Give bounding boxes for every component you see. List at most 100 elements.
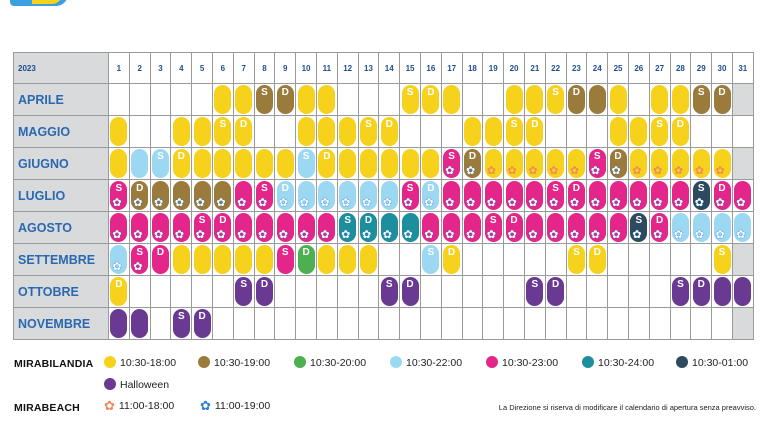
day-cell: [607, 83, 629, 116]
day-cell: [149, 307, 172, 340]
opening-hours-marker: ✿: [443, 181, 461, 210]
flower-blue-icon: ✿: [257, 229, 268, 241]
day-cell: [669, 307, 692, 340]
opening-hours-marker: [671, 85, 689, 114]
day-letter: D: [676, 119, 685, 130]
day-cell: ✿: [461, 179, 484, 212]
flower-blue-icon: ✿: [195, 197, 205, 209]
flower-blue-icon: ✿: [445, 197, 455, 209]
day-cell: ✿: [108, 211, 130, 244]
opening-hours-marker: ✿: [692, 149, 710, 178]
day-cell: [357, 83, 380, 116]
opening-hours-marker: D: [318, 149, 336, 178]
opening-hours-marker: S: [359, 117, 377, 146]
day-cell: S: [648, 115, 671, 148]
flower-blue-icon: ✿: [153, 197, 164, 209]
flower-blue-icon: ✿: [673, 197, 684, 209]
month-label: SETTEMBRE: [13, 243, 109, 276]
legend-swatch: [390, 356, 402, 368]
day-cell: [586, 115, 609, 148]
day-letter: S: [136, 247, 144, 258]
day-number: 17: [440, 52, 463, 84]
day-cell: [274, 147, 297, 180]
day-number: 26: [627, 52, 650, 84]
opening-hours-marker: [380, 149, 398, 178]
day-cell: S: [274, 243, 297, 276]
day-cell: [503, 275, 525, 308]
opening-hours-marker: D ✿: [505, 213, 523, 242]
opening-hours-marker: ✿: [255, 213, 273, 242]
flower-blue-icon: ✿: [216, 229, 226, 241]
opening-hours-marker: S ✿: [692, 181, 710, 210]
day-letter: S: [510, 119, 518, 130]
day-cell: [108, 147, 130, 180]
legend-title-mirabeach: MIRABEACH: [14, 402, 80, 414]
day-cell: [232, 83, 255, 116]
flower-blue-icon: ✿: [424, 197, 434, 209]
day-cell: [731, 115, 754, 148]
opening-hours-marker: ✿: [235, 181, 253, 210]
flower-blue-icon: ✿: [278, 197, 288, 209]
flower-blue-icon: ✿: [174, 197, 184, 209]
legend-item: Halloween: [104, 378, 169, 391]
day-cell: ✿: [503, 179, 525, 212]
opening-hours-marker: ✿: [713, 213, 731, 242]
day-cell: [128, 147, 151, 180]
opening-hours-marker: ✿: [567, 149, 585, 178]
opening-hours-marker: S: [380, 277, 398, 306]
opening-hours-marker: [297, 85, 315, 114]
day-letter: S: [261, 87, 268, 98]
day-cell: [544, 243, 567, 276]
flower-blue-icon: ✿: [528, 229, 538, 241]
day-letter: S: [552, 87, 559, 98]
opening-hours-marker: [505, 85, 523, 114]
day-cell: [586, 307, 609, 340]
opening-hours-marker: D ✿: [131, 181, 149, 210]
opening-hours-marker: ✿: [131, 213, 149, 242]
day-cell: D ✿: [565, 179, 588, 212]
opening-hours-marker: ✿: [318, 181, 336, 210]
opening-hours-marker: ✿: [401, 213, 419, 242]
legend-item: ✿ 11:00-19:00: [200, 399, 270, 412]
day-cell: ✿: [440, 179, 463, 212]
legend-swatch: [198, 356, 210, 368]
opening-hours-marker: D ✿: [567, 181, 585, 210]
opening-hours-marker: S: [172, 309, 190, 338]
legend-item: 10:30-01:00: [676, 356, 748, 369]
month-row: AGOSTO ✿ ✿ ✿ ✿ S ✿ D ✿ ✿ ✿ ✿ ✿ ✿ S ✿ D ✿ ✿ ✿ ✿ ✿ ✿ S ✿ D ✿ ✿ ✿ ✿ ✿ ✿ S ✿ D…: [13, 211, 754, 244]
day-cell: [565, 275, 588, 308]
day-cell: [128, 307, 151, 340]
day-cell: S: [378, 275, 401, 308]
opening-hours-marker: D: [193, 309, 211, 338]
day-cell: [191, 243, 213, 276]
day-letter: D: [156, 247, 165, 258]
day-cell: [253, 147, 276, 180]
flower-blue-icon: ✿: [153, 229, 164, 241]
day-cell: [731, 307, 754, 340]
day-cell: S: [232, 275, 255, 308]
day-letter: D: [468, 151, 477, 162]
day-cell: D: [108, 275, 130, 308]
opening-hours-marker: [359, 245, 377, 274]
day-cell: [232, 243, 255, 276]
day-cell: [440, 275, 463, 308]
legend-swatch: [104, 378, 116, 390]
opening-hours-marker: D ✿: [609, 149, 627, 178]
day-cell: [711, 307, 733, 340]
flower-blue-icon: ✿: [611, 197, 621, 209]
day-cell: [461, 115, 484, 148]
day-number: 24: [586, 52, 609, 84]
flower-blue-icon: ✿: [133, 261, 143, 273]
legend-item: ✿ 11:00-18:00: [104, 399, 174, 412]
opening-hours-marker: D ✿: [463, 149, 481, 178]
day-cell: [211, 275, 234, 308]
disclaimer-note: La Direzione si riserva di modificare il…: [498, 403, 756, 412]
day-letter: D: [718, 183, 726, 194]
opening-hours-marker: S: [526, 277, 544, 306]
day-cell: D: [523, 115, 546, 148]
day-cell: [232, 147, 255, 180]
day-cell: ✿: [128, 211, 151, 244]
day-cell: [399, 115, 421, 148]
day-number: 20: [503, 52, 525, 84]
legend-label: 10:30-24:00: [598, 357, 655, 369]
